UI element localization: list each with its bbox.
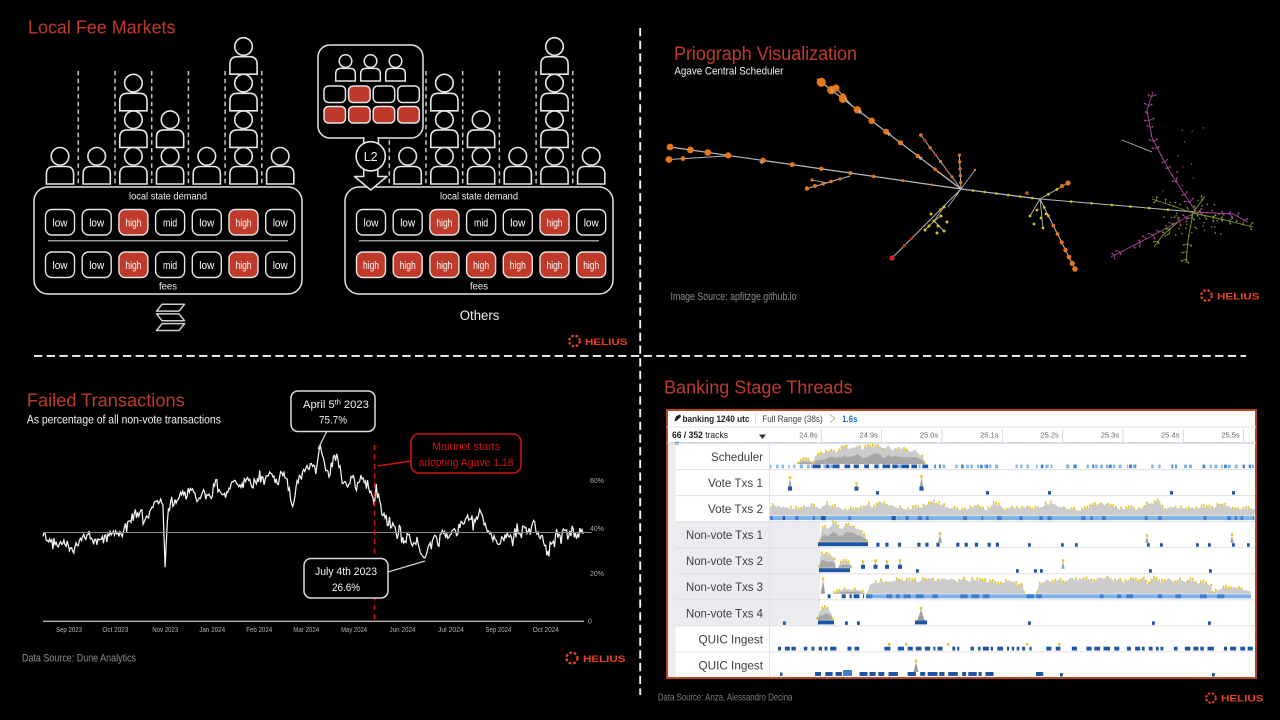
svg-text:Nov 2023: Nov 2023 (152, 627, 178, 634)
svg-text:low: low (89, 260, 104, 272)
svg-text:low: low (199, 260, 214, 272)
svg-text:high: high (125, 260, 141, 272)
svg-text:Agave Central Scheduler: Agave Central Scheduler (674, 66, 783, 78)
svg-text:low: low (510, 217, 525, 229)
svg-text:Vote Txs 1: Vote Txs 1 (708, 476, 763, 490)
svg-text:high: high (547, 260, 563, 272)
svg-text:Full Range (38s): Full Range (38s) (762, 414, 823, 425)
svg-text:25.2s: 25.2s (1040, 431, 1059, 440)
svg-text:low: low (400, 217, 415, 229)
svg-text:banking 1240 utc: banking 1240 utc (683, 414, 750, 425)
svg-text:mid: mid (163, 217, 177, 229)
svg-text:low: low (273, 217, 288, 229)
svg-text:July 4th 2023: July 4th 2023 (315, 566, 377, 578)
svg-text:25.4s: 25.4s (1161, 431, 1180, 440)
svg-text:Failed Transactions: Failed Transactions (27, 390, 185, 411)
svg-text:HELIUS: HELIUS (1221, 694, 1264, 704)
svg-text:local state demand: local state demand (440, 191, 518, 203)
svg-text:Sep 2024: Sep 2024 (485, 627, 511, 634)
svg-text:25.3s: 25.3s (1101, 431, 1120, 440)
svg-text:high: high (436, 260, 452, 272)
svg-text:high: high (583, 260, 599, 272)
svg-text:low: low (364, 217, 379, 229)
svg-text:high: high (436, 217, 452, 229)
svg-text:26.6%: 26.6% (332, 582, 360, 594)
svg-text:Mar 2024: Mar 2024 (293, 627, 319, 634)
svg-text:low: low (53, 217, 68, 229)
svg-text:Priograph Visualization: Priograph Visualization (674, 44, 857, 65)
svg-text:low: low (89, 217, 104, 229)
svg-text:Non-vote Txs 1: Non-vote Txs 1 (686, 528, 763, 542)
svg-text:high: high (236, 260, 252, 272)
svg-text:As percentage of all non-vote: As percentage of all non-vote transactio… (27, 413, 221, 427)
svg-text:low: low (53, 260, 68, 272)
svg-text:low: low (273, 260, 288, 272)
svg-text:low: low (584, 217, 599, 229)
svg-text:0: 0 (588, 619, 592, 626)
svg-text:25.5s: 25.5s (1221, 431, 1240, 440)
svg-text:mid: mid (163, 260, 177, 272)
svg-text:QUIC Ingest: QUIC Ingest (699, 632, 764, 646)
svg-text:Data Source: Anza, Alessandro: Data Source: Anza, Alessandro Decina (658, 692, 793, 703)
svg-text:L2: L2 (364, 150, 378, 164)
svg-text:Feb 2024: Feb 2024 (246, 627, 272, 634)
svg-text:1.6s: 1.6s (842, 414, 858, 425)
svg-text:Non-vote Txs 4: Non-vote Txs 4 (686, 606, 763, 620)
svg-text:Jun 2024: Jun 2024 (390, 627, 416, 634)
svg-text:May 2024: May 2024 (341, 627, 367, 634)
svg-text:Jan 2024: Jan 2024 (199, 627, 225, 634)
svg-text:HELIUS: HELIUS (1217, 292, 1260, 303)
svg-text:fees: fees (470, 281, 488, 293)
svg-text:Mainnet starts: Mainnet starts (432, 441, 500, 453)
svg-text:HELIUS: HELIUS (583, 654, 626, 665)
svg-text:mid: mid (474, 217, 488, 229)
svg-text:Oct 2023: Oct 2023 (102, 627, 128, 634)
svg-text:Jul 2024: Jul 2024 (438, 627, 464, 634)
svg-text:Sep 2023: Sep 2023 (56, 627, 82, 634)
svg-text:Data Source: Dune Analytics: Data Source: Dune Analytics (22, 653, 136, 665)
svg-text:high: high (473, 260, 489, 272)
svg-text:high: high (125, 217, 141, 229)
svg-text:local state demand: local state demand (129, 191, 207, 203)
svg-text:Image Source: apfitzge.github.: Image Source: apfitzge.github.io (671, 291, 797, 303)
svg-text:adopting Agave 1.18: adopting Agave 1.18 (419, 457, 514, 469)
svg-text:60%: 60% (590, 478, 604, 485)
svg-text:Oct 2024: Oct 2024 (533, 627, 559, 634)
svg-text:low: low (199, 217, 214, 229)
svg-text:high: high (363, 260, 379, 272)
svg-text:high: high (510, 260, 526, 272)
svg-text:high: high (236, 217, 252, 229)
svg-text:Vote Txs 2: Vote Txs 2 (708, 502, 763, 516)
svg-text:HELIUS: HELIUS (585, 337, 628, 348)
svg-text:75.7%: 75.7% (319, 415, 347, 427)
svg-text:April 5th 2023: April 5th 2023 (303, 398, 369, 412)
svg-text:QUIC Ingest: QUIC Ingest (699, 658, 764, 672)
svg-text:24.9s: 24.9s (860, 431, 879, 440)
svg-text:high: high (400, 260, 416, 272)
svg-text:25.0s: 25.0s (920, 431, 939, 440)
svg-text:66 / 352 tracks: 66 / 352 tracks (672, 430, 729, 440)
svg-text:25.1s: 25.1s (980, 431, 999, 440)
svg-text:Non-vote Txs 2: Non-vote Txs 2 (686, 554, 763, 568)
svg-text:Non-vote Txs 3: Non-vote Txs 3 (686, 580, 763, 594)
svg-text:fees: fees (159, 281, 177, 293)
svg-text:high: high (547, 217, 563, 229)
svg-text:Banking Stage Threads: Banking Stage Threads (664, 376, 853, 397)
svg-text:Local Fee Markets: Local Fee Markets (28, 16, 176, 37)
svg-text:40%: 40% (590, 526, 604, 533)
svg-text:Others: Others (460, 308, 500, 323)
svg-text:20%: 20% (590, 571, 604, 578)
svg-text:Scheduler: Scheduler (711, 450, 763, 464)
svg-text:24.8s: 24.8s (799, 431, 818, 440)
